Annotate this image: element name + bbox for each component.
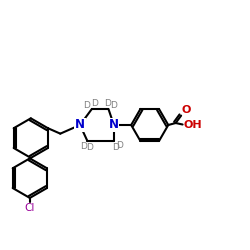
Text: N: N xyxy=(75,118,85,132)
Text: D: D xyxy=(110,101,117,110)
Text: D: D xyxy=(84,101,90,110)
Text: D: D xyxy=(116,140,123,149)
Text: Cl: Cl xyxy=(25,203,35,213)
Text: O: O xyxy=(182,104,191,115)
Text: D: D xyxy=(91,99,98,108)
Text: D: D xyxy=(80,142,87,150)
Text: D: D xyxy=(112,142,118,152)
Text: D: D xyxy=(86,142,93,152)
Text: N: N xyxy=(109,118,119,132)
Text: OH: OH xyxy=(183,120,202,130)
Text: D: D xyxy=(104,99,112,108)
